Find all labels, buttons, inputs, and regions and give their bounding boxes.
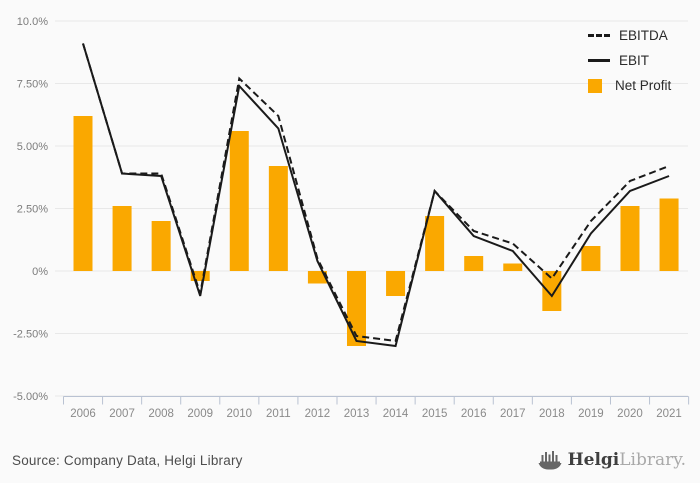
chart-area: 10.0% 7.50% 5.00% 2.50% 0% -2.50% -5.00% 2006 20… (13, 16, 690, 420)
source-text: Source: Company Data, Helgi Library (12, 452, 243, 468)
bar-2007 (112, 206, 132, 271)
x-tick-label: 2018 (539, 408, 565, 420)
x-tick-label: 2013 (344, 408, 370, 420)
ebit-line (82, 43, 670, 348)
y-tick-label: 2.50% (17, 204, 48, 216)
y-tick-label: -2.50% (13, 329, 48, 341)
y-tick-label: 0% (32, 266, 48, 278)
x-tick-label: 2021 (656, 408, 682, 420)
x-tick-label: 2008 (148, 408, 174, 420)
ebitda-line (82, 43, 670, 343)
bar-2021 (659, 198, 679, 271)
x-tick-label: 2017 (500, 408, 526, 420)
x-tick-label: 2009 (187, 408, 213, 420)
y-tick-label: 10.0% (17, 16, 48, 28)
bar-2011 (268, 166, 288, 271)
bar-2010 (229, 131, 249, 271)
x-tick-label: 2020 (617, 408, 643, 420)
x-tick-label: 2011 (266, 408, 291, 420)
y-tick-label: 7.50% (17, 79, 48, 91)
x-tick-label: 2006 (70, 408, 96, 420)
logo-text-bold: Helgi (567, 450, 620, 470)
profitability-chart: 10.0% 7.50% 5.00% 2.50% 0% -2.50% -5.00% 2006 20… (13, 16, 690, 420)
y-tick-label: -5.00% (13, 391, 48, 403)
x-tick-label: 2016 (461, 408, 487, 420)
bar-2017 (503, 263, 523, 271)
helgi-logo-ship-icon (538, 451, 562, 470)
logo-text: HelgiLibrary. (568, 450, 686, 470)
y-tick-label: 5.00% (17, 141, 48, 153)
x-tick-label: 2010 (226, 408, 252, 420)
bar-2016 (464, 256, 484, 271)
bar-2012 (307, 271, 327, 284)
bar-2018 (542, 271, 562, 311)
x-tick-label: 2019 (578, 408, 604, 420)
legend-label: Net Profit (615, 78, 672, 93)
footer: Source: Company Data, Helgi Library Helg… (0, 437, 700, 483)
helgi-logo[interactable]: HelgiLibrary. (537, 449, 686, 471)
bar-2014 (386, 271, 406, 296)
legend-label: EBITDA (619, 28, 668, 43)
legend-item-ebit: EBIT (588, 51, 671, 70)
net-profit-square-swatch (588, 78, 602, 93)
ebitda-dashed-line-swatch (588, 34, 610, 37)
x-tick-label: 2014 (383, 408, 409, 420)
bar-2009 (190, 271, 210, 281)
x-tick-label: 2012 (305, 408, 331, 420)
legend-item-ebitda: EBITDA (588, 26, 671, 45)
logo-text-light: Library. (619, 450, 686, 470)
x-tick-label: 2007 (109, 408, 135, 420)
ebit-solid-line-swatch (588, 59, 610, 62)
bar-2008 (151, 221, 171, 271)
bar-2020 (620, 206, 640, 271)
x-tick-label: 2015 (422, 408, 448, 420)
bar-2006 (73, 116, 93, 271)
legend-item-net-profit: Net Profit (588, 76, 671, 95)
chart-legend: EBITDA EBIT Net Profit (588, 26, 671, 95)
bar-2019 (581, 246, 601, 271)
legend-label: EBIT (619, 53, 650, 68)
bar-2015 (425, 216, 445, 271)
